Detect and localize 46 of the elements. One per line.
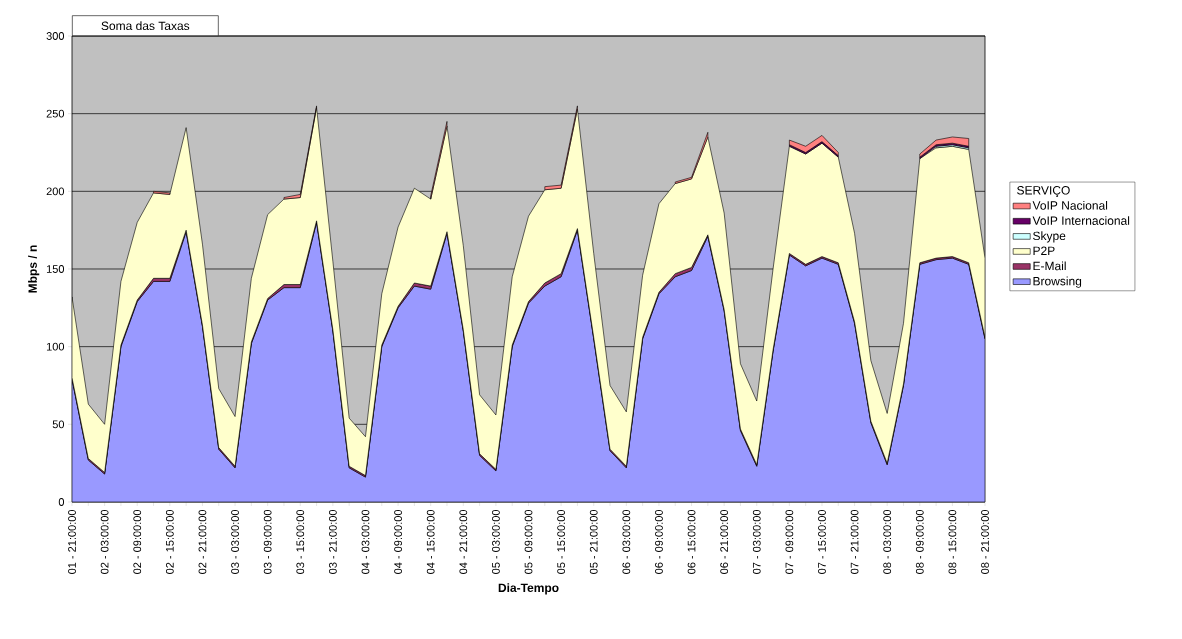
y-tick-label: 300 bbox=[46, 32, 65, 40]
legend-label: P2P bbox=[1033, 246, 1055, 255]
x-tick-label: 08 - 03:00:00 bbox=[883, 509, 892, 574]
legend-label: E-Mail bbox=[1033, 261, 1066, 271]
text: Soma das Taxas bbox=[101, 21, 190, 31]
x-tick-label: 04 - 03:00:00 bbox=[361, 509, 370, 574]
x-tick-label: 02 - 21:00:00 bbox=[198, 509, 207, 574]
x-tick-label: 07 - 03:00:00 bbox=[752, 509, 761, 574]
legend-title: SERVIÇO bbox=[1017, 186, 1070, 197]
y-tick-label: 250 bbox=[46, 109, 65, 118]
x-tick-label: 07 - 09:00:00 bbox=[785, 509, 794, 574]
legend-label: VoIP Nacional bbox=[1032, 200, 1108, 210]
y-tick-label: 150 bbox=[46, 265, 65, 273]
x-tick-label: 04 - 15:00:00 bbox=[426, 509, 435, 574]
y-axis-title: Mbps / n bbox=[28, 245, 40, 293]
x-tick-label: 05 - 03:00:00 bbox=[492, 509, 500, 574]
x-tick-label: 06 - 15:00:00 bbox=[687, 509, 696, 574]
x-tick-label: 08 - 15:00:00 bbox=[948, 509, 957, 574]
x-tick-label: 03 - 15:00:00 bbox=[296, 509, 305, 574]
x-tick-label: 02 - 03:00:00 bbox=[100, 509, 109, 574]
x-tick-label: 02 - 09:00:00 bbox=[133, 509, 142, 574]
x-tick-label: 05 - 15:00:00 bbox=[557, 509, 566, 574]
x-tick-label: 05 - 09:00:00 bbox=[524, 509, 533, 574]
x-tick-label: 04 - 21:00:00 bbox=[459, 509, 468, 574]
x-tick-label: 02 - 15:00:00 bbox=[165, 509, 174, 574]
x-tick-label: 05 - 21:00:00 bbox=[589, 509, 598, 574]
y-tick-label: 50 bbox=[52, 420, 65, 429]
x-tick-label: 03 - 09:00:00 bbox=[263, 509, 272, 574]
x-tick-label: 07 - 15:00:00 bbox=[818, 509, 826, 574]
y-tick-label: 200 bbox=[46, 187, 65, 196]
x-tick-label: 08 - 21:00:00 bbox=[981, 509, 989, 574]
x-tick-label: 06 - 21:00:00 bbox=[720, 509, 729, 574]
x-axis-title: Dia-Tempo bbox=[498, 583, 559, 595]
x-tick-label: 07 - 21:00:00 bbox=[850, 509, 859, 574]
x-tick-label: 03 - 03:00:00 bbox=[231, 509, 239, 574]
legend-label: VoIP Internacional bbox=[1032, 216, 1130, 225]
x-tick-label: 04 - 09:00:00 bbox=[394, 509, 402, 574]
x-tick-label: 03 - 21:00:00 bbox=[328, 509, 337, 574]
x-tick-label: 01 - 21:00:00 bbox=[68, 509, 76, 574]
x-tick-label: 06 - 09:00:00 bbox=[655, 509, 663, 574]
legend-label: Browsing bbox=[1033, 276, 1082, 288]
y-tick-label: 0 bbox=[58, 498, 65, 506]
legend-label: Skype bbox=[1033, 231, 1066, 243]
x-tick-label: 06 - 03:00:00 bbox=[622, 509, 631, 574]
y-tick-label: 100 bbox=[46, 342, 65, 351]
x-tick-label: 08 - 09:00:00 bbox=[915, 509, 924, 574]
